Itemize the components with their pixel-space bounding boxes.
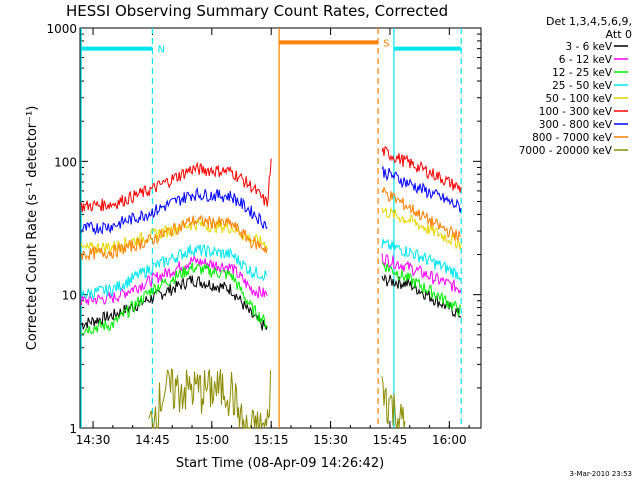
footnote: 3-Mar-2010 23:53 — [570, 470, 632, 478]
series-line — [80, 158, 272, 213]
x-tick-label: 14:30 — [76, 433, 111, 447]
series-line — [381, 206, 462, 250]
flag-label: N — [157, 45, 164, 56]
y-axis-title: Corrected Count Rate (s⁻¹ detector⁻¹) — [25, 106, 40, 351]
x-tick-label: 15:45 — [373, 433, 408, 447]
series-line — [381, 376, 406, 430]
x-tick-label: 14:45 — [135, 433, 170, 447]
legend-label: 12 - 25 keV — [552, 67, 613, 79]
x-tick-label: 15:30 — [313, 433, 348, 447]
series-line — [381, 187, 462, 241]
plot-area: 14:30 14:45 15:00 15:15 15:30 15:45 16:00 1 10 1… — [46, 22, 482, 447]
series-line — [381, 146, 462, 193]
legend-title-line1: Det 1,3,4,5,6,9, — [546, 15, 632, 28]
y-tick-label: 1000 — [46, 22, 77, 36]
series-line — [381, 253, 462, 295]
x-tick-label: 15:15 — [254, 433, 289, 447]
legend-title-line2: Att 0 — [606, 28, 632, 41]
legend-label: 7000 - 20000 keV — [519, 145, 613, 157]
legend-label: 800 - 7000 keV — [532, 132, 613, 144]
legend-label: 6 - 12 keV — [559, 54, 613, 66]
plot-frame — [79, 27, 482, 429]
series-line — [80, 214, 268, 261]
legend-label: 300 - 800 keV — [539, 119, 613, 131]
y-tick-label: 10 — [62, 289, 77, 303]
legend-label: 100 - 300 keV — [539, 106, 613, 118]
chart-title: HESSI Observing Summary Count Rates, Cor… — [66, 2, 448, 20]
y-tick-label: 1 — [69, 422, 77, 436]
series-line — [381, 165, 462, 213]
series-line — [381, 262, 462, 316]
series-line — [80, 218, 268, 255]
series-line — [80, 262, 268, 335]
x-tick-label: 15:00 — [195, 433, 230, 447]
series-line — [148, 368, 271, 430]
series-line — [80, 186, 268, 236]
flag-label: S — [383, 38, 389, 49]
series-line — [80, 254, 268, 306]
series-line — [80, 243, 268, 300]
y-tick-label: 100 — [54, 155, 77, 169]
x-axis-title: Start Time (08-Apr-09 14:26:42) — [176, 456, 384, 471]
legend-label: 25 - 50 keV — [552, 80, 613, 92]
x-tick-label: 16:00 — [432, 433, 467, 447]
series-line — [381, 238, 462, 281]
legend-label: 3 - 6 keV — [565, 41, 612, 53]
series-line — [80, 275, 268, 331]
legend-label: 50 - 100 keV — [545, 93, 612, 105]
